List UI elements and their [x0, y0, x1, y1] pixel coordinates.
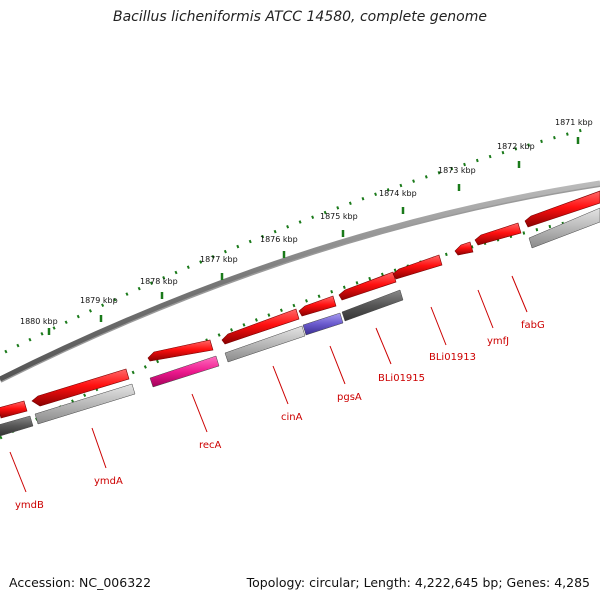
ruler-labels: 1880 kbp 1879 kbp 1878 kbp 1877 kbp 1876…	[20, 118, 593, 326]
gene-arrow	[474, 222, 522, 246]
accession-text: Accession: NC_006322	[9, 575, 152, 590]
gene-label-ymdB: ymdB	[15, 500, 44, 511]
gene-label-fabG: fabG	[521, 320, 545, 331]
ruler-label: 1878 kbp	[140, 277, 178, 286]
ruler-label: 1876 kbp	[260, 235, 298, 244]
reverse-strand-genes	[0, 207, 600, 437]
gene-arrow	[221, 308, 300, 345]
gene-labels: ymdB ymdA recA cinA pgsA BLi01915 BLi019…	[15, 320, 545, 511]
ruler-label: 1879 kbp	[80, 296, 118, 305]
gene-block	[0, 415, 34, 437]
inner-ruler	[0, 213, 600, 440]
ruler-label: 1873 kbp	[438, 166, 476, 175]
ruler-label: 1875 kbp	[320, 212, 358, 221]
gene-arrow	[454, 241, 474, 256]
other-gene-block	[302, 312, 344, 336]
gene-arrow	[31, 368, 130, 407]
backbone-shadow	[0, 181, 600, 383]
gene-label-ymdA: ymdA	[94, 476, 123, 487]
gene-arrow	[298, 295, 337, 317]
gene-arrow	[392, 254, 443, 280]
rRNA-gene-block	[149, 355, 220, 388]
gene-arrow	[0, 400, 28, 419]
ruler-label: 1880 kbp	[20, 317, 58, 326]
gene-label-pgsA: pgsA	[337, 392, 362, 403]
gene-block	[224, 325, 306, 363]
ruler-label: 1871 kbp	[555, 118, 593, 127]
gene-label-leaders	[9, 275, 528, 493]
gene-label-cinA: cinA	[281, 412, 303, 423]
gene-block	[341, 289, 404, 322]
ruler-label: 1872 kbp	[497, 142, 535, 151]
ruler-label: 1874 kbp	[379, 189, 417, 198]
gene-arrow	[524, 190, 600, 228]
gene-label-BLi01913: BLi01913	[429, 352, 476, 363]
gene-arrow	[147, 339, 214, 362]
gene-label-recA: recA	[199, 440, 222, 451]
ruler-major-ticks	[47, 137, 580, 335]
ruler-label: 1877 kbp	[200, 255, 238, 264]
gene-block	[528, 207, 600, 249]
genome-backbone	[0, 180, 600, 382]
genome-summary-text: Topology: circular; Length: 4,222,645 bp…	[246, 575, 590, 590]
gene-label-BLi01915: BLi01915	[378, 373, 425, 384]
gene-label-ymfJ: ymfJ	[487, 336, 509, 347]
gene-block	[34, 383, 136, 425]
map-title: Bacillus licheniformis ATCC 14580, compl…	[113, 9, 487, 25]
forward-strand-genes	[0, 190, 600, 419]
